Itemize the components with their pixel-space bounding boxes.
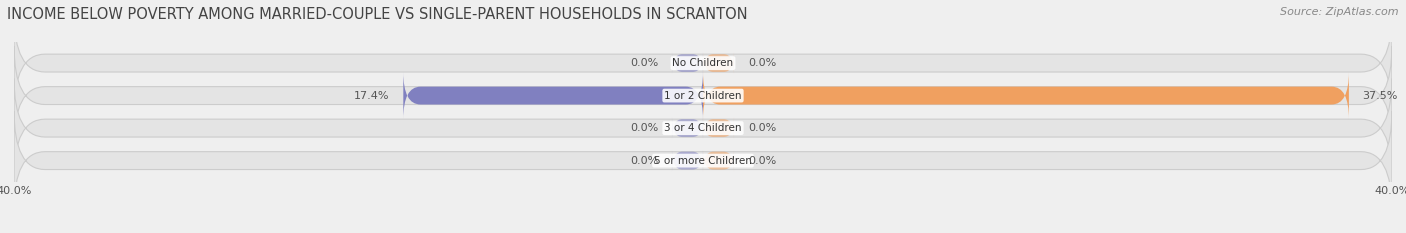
FancyBboxPatch shape [672,150,703,171]
FancyBboxPatch shape [703,117,734,139]
Text: 0.0%: 0.0% [630,123,658,133]
Text: INCOME BELOW POVERTY AMONG MARRIED-COUPLE VS SINGLE-PARENT HOUSEHOLDS IN SCRANTO: INCOME BELOW POVERTY AMONG MARRIED-COUPL… [7,7,748,22]
Text: 3 or 4 Children: 3 or 4 Children [664,123,742,133]
FancyBboxPatch shape [672,117,703,139]
Text: 17.4%: 17.4% [354,91,389,101]
FancyBboxPatch shape [14,46,1392,145]
Text: 0.0%: 0.0% [630,156,658,166]
Text: No Children: No Children [672,58,734,68]
FancyBboxPatch shape [14,14,1392,113]
FancyBboxPatch shape [14,79,1392,178]
FancyBboxPatch shape [672,52,703,74]
FancyBboxPatch shape [703,72,1348,119]
Text: 0.0%: 0.0% [748,58,776,68]
Text: 37.5%: 37.5% [1362,91,1398,101]
Text: 5 or more Children: 5 or more Children [654,156,752,166]
Text: Source: ZipAtlas.com: Source: ZipAtlas.com [1281,7,1399,17]
FancyBboxPatch shape [14,111,1392,210]
Text: 0.0%: 0.0% [748,156,776,166]
Text: 1 or 2 Children: 1 or 2 Children [664,91,742,101]
Text: 0.0%: 0.0% [630,58,658,68]
Text: 0.0%: 0.0% [748,123,776,133]
FancyBboxPatch shape [703,150,734,171]
FancyBboxPatch shape [404,72,703,119]
FancyBboxPatch shape [703,52,734,74]
